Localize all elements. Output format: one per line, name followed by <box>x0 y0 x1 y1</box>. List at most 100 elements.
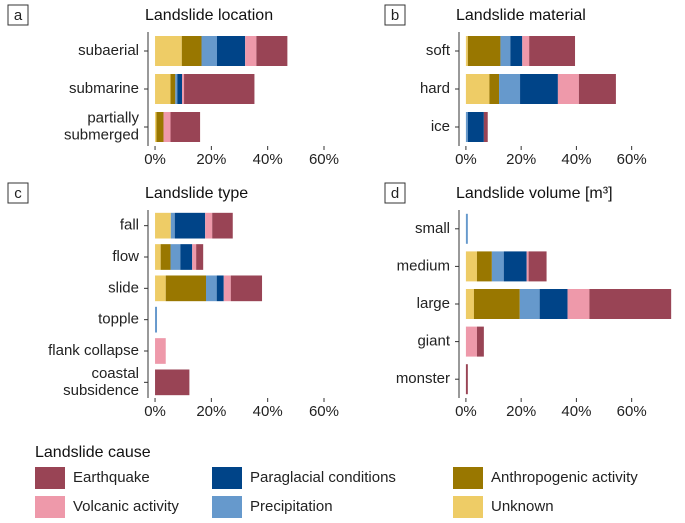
y-tick-label: hard <box>420 80 450 97</box>
bar-segment <box>539 289 568 319</box>
y-tick-label: subaerial <box>78 42 139 59</box>
bar-segment <box>163 112 171 142</box>
legend-swatch <box>35 496 65 518</box>
bar-segment <box>465 326 477 357</box>
bar-segment <box>155 244 161 270</box>
y-tick-label: large <box>417 295 450 312</box>
bar-segment <box>476 326 484 357</box>
panel-title: Landslide material <box>456 7 586 24</box>
x-tick-label: 0% <box>144 151 166 168</box>
bar-segment <box>170 74 176 104</box>
bar-segment <box>520 74 558 104</box>
bar-segment <box>155 306 158 333</box>
bar-segment <box>175 74 178 104</box>
bar-segment <box>216 275 224 302</box>
bar-segment <box>465 112 468 142</box>
bar-segment <box>155 338 166 364</box>
legend-label: Precipitation <box>250 498 333 515</box>
bar-segment <box>499 74 521 104</box>
bar-segment <box>529 36 576 66</box>
x-tick-label: 20% <box>196 403 226 420</box>
bar-segment <box>473 289 520 319</box>
bar-segment <box>526 251 529 282</box>
bar-segment <box>206 275 217 302</box>
bar-segment <box>155 275 166 302</box>
bar-segment <box>557 74 579 104</box>
bar-segment <box>170 244 181 270</box>
y-tick-label: topple <box>98 311 139 328</box>
panel-label: d <box>391 185 399 202</box>
legend-swatch <box>453 496 483 518</box>
bar-segment <box>155 112 157 142</box>
bar-segment <box>567 289 590 319</box>
bar-segment <box>483 112 488 142</box>
y-tick-label: coastal subsidence <box>63 365 139 399</box>
legend-label: Volcanic activity <box>73 498 179 515</box>
bar-segment <box>155 74 171 104</box>
legend-swatch <box>212 496 242 518</box>
bar-segment <box>216 36 246 66</box>
bar-segment <box>155 369 190 396</box>
x-tick-label: 0% <box>455 403 477 420</box>
panel-label: c <box>14 185 22 202</box>
y-tick-label: medium <box>397 257 450 274</box>
y-tick-label: fall <box>120 217 139 234</box>
x-tick-label: 20% <box>506 151 536 168</box>
y-tick-label: flow <box>112 248 139 265</box>
y-tick-label: ice <box>431 118 450 135</box>
bar-segment <box>503 251 527 282</box>
x-tick-label: 40% <box>253 151 283 168</box>
bar-segment <box>170 112 201 142</box>
panel-title: Landslide location <box>145 7 273 24</box>
y-tick-label: partially submerged <box>64 109 140 143</box>
bar-segment <box>192 244 197 270</box>
x-tick-label: 40% <box>561 403 591 420</box>
bar-segment <box>465 251 477 282</box>
bar-segment <box>223 275 231 302</box>
panel-label-box <box>384 182 406 204</box>
bar-segment <box>256 36 288 66</box>
bar-segment <box>491 251 504 282</box>
bar-segment <box>465 213 468 244</box>
panel-label-box <box>384 4 406 26</box>
legend-label: Paraglacial conditions <box>250 469 396 486</box>
bar-segment <box>160 244 171 270</box>
bar-segment <box>476 251 492 282</box>
bar-segment <box>201 36 217 66</box>
y-tick-label: monster <box>396 370 450 387</box>
legend-title: Landslide cause <box>35 444 151 461</box>
bar-segment <box>181 36 202 66</box>
legend-swatch <box>35 467 65 489</box>
panel-label-box <box>7 4 29 26</box>
bar-segment <box>156 112 164 142</box>
bar-segment <box>589 289 672 319</box>
bar-segment <box>465 289 474 319</box>
x-tick-label: 60% <box>309 403 339 420</box>
bar-segment <box>165 275 207 302</box>
bar-segment <box>528 251 547 282</box>
y-tick-label: submarine <box>69 80 139 97</box>
bar-segment <box>230 275 263 302</box>
x-tick-label: 60% <box>309 151 339 168</box>
x-tick-label: 0% <box>144 403 166 420</box>
legend-label: Anthropogenic activity <box>491 469 638 486</box>
bar-segment <box>212 212 233 239</box>
legend-label: Earthquake <box>73 469 150 486</box>
bar-segment <box>170 212 175 239</box>
x-tick-label: 60% <box>617 151 647 168</box>
bar-segment <box>155 212 171 239</box>
y-tick-label: giant <box>417 333 450 350</box>
y-tick-label: small <box>415 220 450 237</box>
x-tick-label: 60% <box>617 403 647 420</box>
bar-segment <box>180 244 193 270</box>
x-tick-label: 20% <box>196 151 226 168</box>
bar-segment <box>465 74 490 104</box>
bar-segment <box>196 244 204 270</box>
panel-title: Landslide volume [m³] <box>456 185 613 202</box>
panel-label: b <box>391 7 399 24</box>
bar-segment <box>467 112 484 142</box>
legend-swatch <box>212 467 242 489</box>
bar-segment <box>489 74 500 104</box>
y-tick-label: flank collapse <box>48 342 139 359</box>
